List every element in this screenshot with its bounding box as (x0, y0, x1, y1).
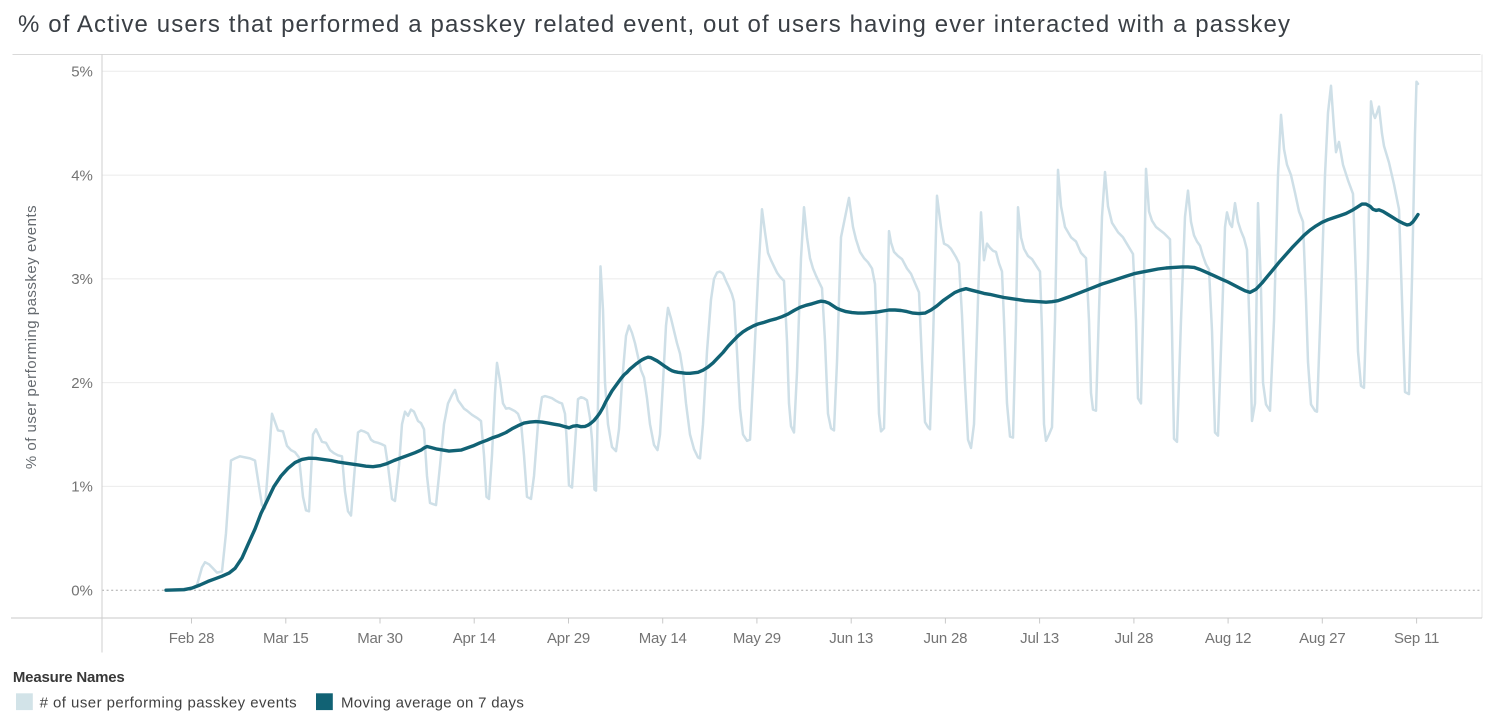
svg-text:Jul 13: Jul 13 (1020, 630, 1059, 647)
svg-text:Aug 27: Aug 27 (1299, 630, 1345, 647)
svg-text:May 14: May 14 (639, 630, 687, 647)
svg-text:Apr 29: Apr 29 (547, 630, 590, 647)
svg-text:Apr 14: Apr 14 (453, 630, 496, 647)
svg-text:Moving average on 7 days: Moving average on 7 days (341, 694, 524, 711)
svg-text:May 29: May 29 (733, 630, 781, 647)
svg-text:Measure Names: Measure Names (13, 669, 125, 686)
svg-text:Aug 12: Aug 12 (1205, 630, 1251, 647)
svg-text:% of user performing passkey e: % of user performing passkey events (23, 205, 40, 469)
svg-text:Jul 28: Jul 28 (1114, 630, 1153, 647)
svg-text:3%: 3% (71, 271, 93, 288)
svg-text:Jun 13: Jun 13 (829, 630, 873, 647)
svg-text:# of user performing passkey e: # of user performing passkey events (40, 694, 298, 711)
svg-text:Mar 15: Mar 15 (263, 630, 309, 647)
svg-text:4%: 4% (71, 167, 93, 184)
svg-text:1%: 1% (71, 479, 93, 496)
svg-text:Feb 28: Feb 28 (169, 630, 215, 647)
svg-text:2%: 2% (71, 375, 93, 392)
svg-text:% of Active users that perform: % of Active users that performed a passk… (18, 11, 1290, 38)
svg-text:Sep 11: Sep 11 (1394, 630, 1439, 647)
svg-text:0%: 0% (71, 582, 93, 599)
svg-text:Jun 28: Jun 28 (923, 630, 967, 647)
svg-text:5%: 5% (71, 64, 93, 81)
svg-text:Mar 30: Mar 30 (357, 630, 403, 647)
